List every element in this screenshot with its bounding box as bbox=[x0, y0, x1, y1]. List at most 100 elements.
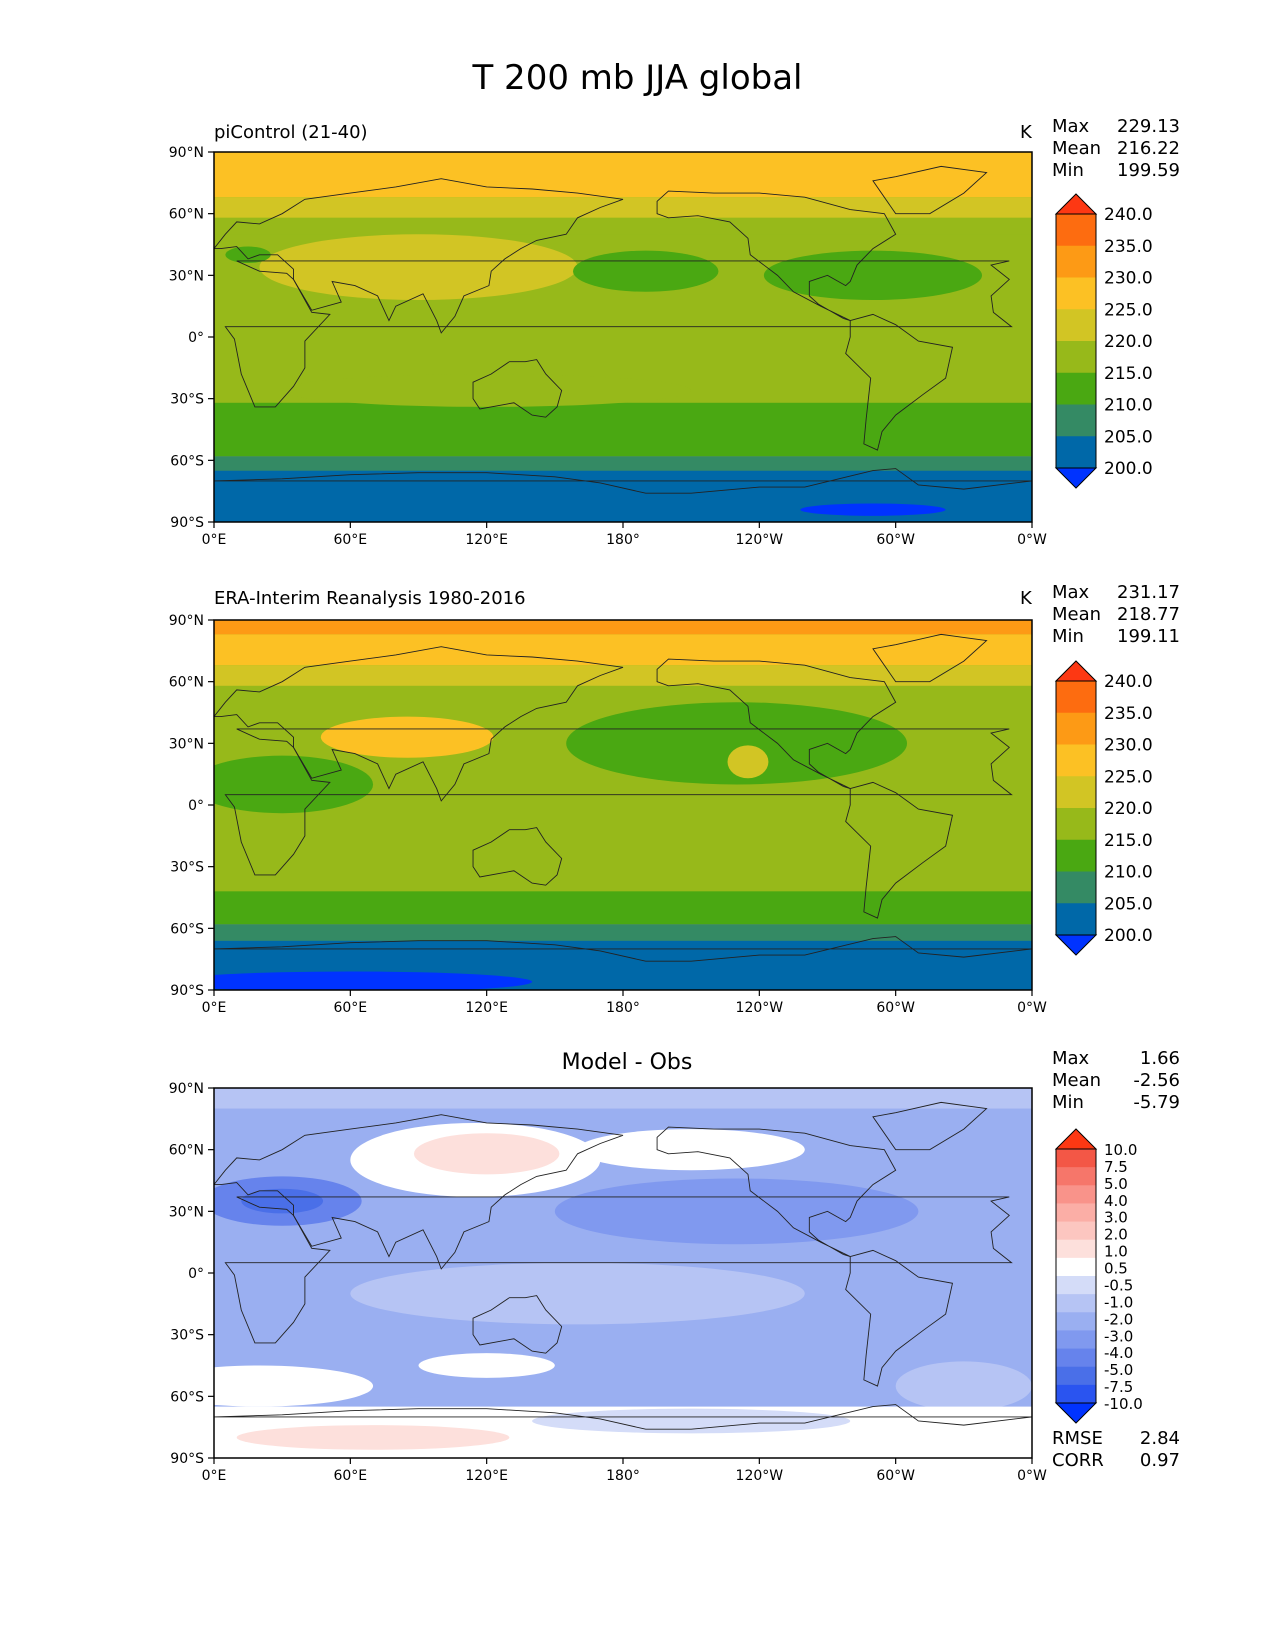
colorbar-bin bbox=[1056, 1330, 1096, 1350]
lon-tick-label: 60°W bbox=[876, 1468, 915, 1484]
lat-tick-label: 30°N bbox=[169, 268, 204, 284]
lon-tick-label: 0°E bbox=[202, 1000, 227, 1016]
lon-tick-label: 0°E bbox=[202, 532, 227, 548]
lon-tick-label: 120°W bbox=[736, 532, 784, 548]
colorbar-label: -0.5 bbox=[1104, 1276, 1133, 1294]
coastline bbox=[214, 1404, 1032, 1430]
lon-tick-label: 0°W bbox=[1017, 1000, 1047, 1016]
colorbar-bin bbox=[1056, 436, 1096, 469]
coastline bbox=[472, 359, 563, 418]
corr-value: 0.97 bbox=[1139, 1450, 1180, 1471]
colorbar-label: -2.0 bbox=[1104, 1310, 1133, 1328]
colorbar-label: 4.0 bbox=[1104, 1192, 1128, 1210]
panel-3-stats: Max 1.66 Mean -2.56 Min -5.79 bbox=[1052, 1048, 1180, 1114]
colorbar-bin bbox=[1056, 245, 1096, 278]
colorbar-extend-max bbox=[1054, 660, 1098, 682]
stat-min-value: -5.79 bbox=[1133, 1092, 1180, 1113]
colorbar-label: 200.0 bbox=[1104, 926, 1153, 946]
colorbar-bin bbox=[1056, 871, 1096, 904]
lon-tick-label: 0°E bbox=[202, 1468, 227, 1484]
colorbar-label: 230.0 bbox=[1104, 736, 1153, 756]
lon-tick-label: 0°W bbox=[1017, 532, 1047, 548]
coastline bbox=[214, 1114, 624, 1270]
coastline bbox=[845, 313, 954, 451]
metric-label: CORR bbox=[1052, 1450, 1104, 1471]
colorbar-label: 220.0 bbox=[1104, 332, 1153, 352]
colorbar-frame-2 bbox=[1055, 680, 1097, 936]
colorbar-extend-max bbox=[1054, 1128, 1098, 1150]
lon-tick-label: 180° bbox=[606, 1000, 640, 1016]
coastline bbox=[656, 190, 897, 321]
colorbar-label: 240.0 bbox=[1104, 672, 1153, 692]
colorbar-bin bbox=[1056, 1366, 1096, 1386]
panel-3-title: Model - Obs bbox=[561, 1050, 693, 1075]
colorbar-label: 205.0 bbox=[1104, 894, 1153, 914]
colorbar-bin bbox=[1056, 1221, 1096, 1241]
colorbar-bin bbox=[1056, 744, 1096, 777]
stat-mean-value: 218.77 bbox=[1117, 604, 1180, 625]
colorbar-label: 1.0 bbox=[1104, 1243, 1128, 1261]
lat-tick-label: 30°N bbox=[169, 1204, 204, 1220]
colorbar-label: -4.0 bbox=[1104, 1344, 1133, 1362]
colorbar-label: 240.0 bbox=[1104, 205, 1153, 225]
panel-1-title: piControl (21-40) bbox=[214, 122, 368, 143]
colorbar-bin bbox=[1056, 1167, 1096, 1186]
colorbar-extend-min bbox=[1054, 467, 1098, 489]
coastline bbox=[845, 1249, 954, 1387]
colorbar-label: 230.0 bbox=[1104, 269, 1153, 289]
colorbar-label: 7.5 bbox=[1104, 1158, 1128, 1176]
lat-tick-label: 90°S bbox=[170, 983, 204, 999]
stat-label: Min bbox=[1052, 1092, 1084, 1113]
coastline bbox=[845, 781, 954, 919]
colorbar-bin bbox=[1056, 404, 1096, 437]
stat-label: Max bbox=[1052, 582, 1090, 603]
colorbar-bin bbox=[1056, 712, 1096, 745]
colorbar-bin bbox=[1056, 903, 1096, 936]
coastline bbox=[214, 936, 1032, 962]
colorbar-label: -1.0 bbox=[1104, 1293, 1133, 1311]
lat-tick-label: 0° bbox=[188, 330, 204, 346]
lon-tick-label: 0°W bbox=[1017, 1468, 1047, 1484]
stat-max-value: 1.66 bbox=[1139, 1048, 1180, 1069]
coastline bbox=[214, 468, 1032, 494]
coastline bbox=[656, 1126, 897, 1257]
colorbar-bin bbox=[1056, 372, 1096, 405]
stat-label: Max bbox=[1052, 1048, 1090, 1069]
stat-mean-value: -2.56 bbox=[1133, 1070, 1180, 1091]
coastline bbox=[224, 1196, 1013, 1344]
lon-tick-label: 60°W bbox=[876, 532, 915, 548]
lon-tick-label: 120°E bbox=[465, 532, 508, 548]
colorbar-bin bbox=[1056, 277, 1096, 310]
stat-label: Max bbox=[1052, 116, 1090, 137]
colorbar-label: 215.0 bbox=[1104, 831, 1153, 851]
colorbar-bin bbox=[1056, 1294, 1096, 1313]
colorbar-bin bbox=[1056, 214, 1096, 247]
stat-max-value: 229.13 bbox=[1117, 116, 1180, 137]
figure-title: T 200 mb JJA global bbox=[472, 58, 803, 98]
lat-tick-label: 60°S bbox=[170, 1389, 204, 1405]
lat-tick-label: 0° bbox=[188, 798, 204, 814]
stat-label: Mean bbox=[1052, 138, 1102, 159]
stat-max-value: 231.17 bbox=[1117, 582, 1180, 603]
colorbar-label: -7.5 bbox=[1104, 1378, 1133, 1396]
colorbar-label: 210.0 bbox=[1104, 863, 1153, 883]
coastline bbox=[872, 165, 988, 215]
lon-tick-label: 120°E bbox=[465, 1000, 508, 1016]
lat-tick-label: 30°S bbox=[170, 1328, 204, 1344]
colorbar-label: 5.0 bbox=[1104, 1175, 1128, 1193]
lat-tick-label: 60°S bbox=[170, 921, 204, 937]
coastline bbox=[872, 1101, 988, 1151]
colorbar-label: -10.0 bbox=[1104, 1395, 1143, 1413]
colorbar-label: 215.0 bbox=[1104, 364, 1153, 384]
panel-1-stats: Max 229.13 Mean 216.22 Min 199.59 bbox=[1052, 116, 1180, 182]
colorbar-bin bbox=[1056, 1239, 1096, 1259]
colorbar-bin bbox=[1056, 776, 1096, 809]
stat-min-value: 199.59 bbox=[1117, 160, 1180, 181]
colorbar-label: 10.0 bbox=[1104, 1141, 1137, 1159]
map-frame-2 bbox=[213, 619, 1033, 991]
colorbar-label: 225.0 bbox=[1104, 767, 1153, 787]
coastline bbox=[472, 827, 563, 886]
colorbar-extend-min bbox=[1054, 1402, 1098, 1424]
rmse-value: 2.84 bbox=[1139, 1428, 1180, 1449]
